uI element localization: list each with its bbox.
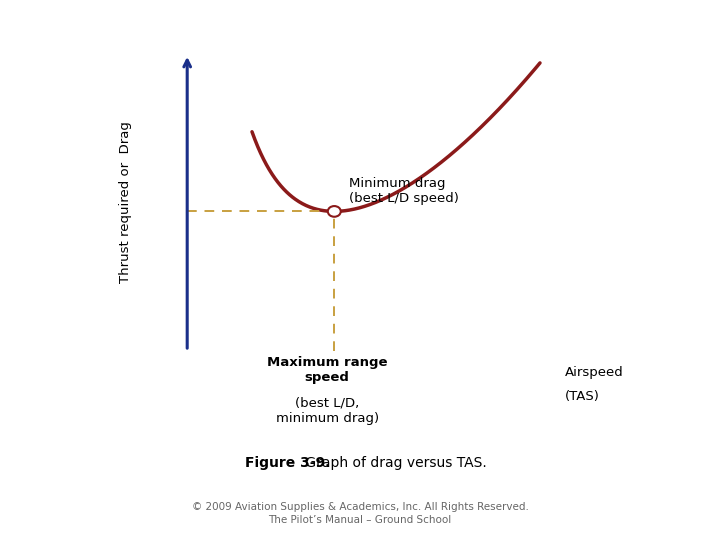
Text: (TAS): (TAS)	[565, 390, 600, 403]
Text: Minimum drag
(best L/D speed): Minimum drag (best L/D speed)	[348, 178, 459, 206]
Text: Maximum range
speed: Maximum range speed	[267, 356, 387, 384]
Text: (best L/D,
minimum drag): (best L/D, minimum drag)	[276, 397, 379, 425]
Text: Airspeed: Airspeed	[565, 366, 624, 379]
Text: Figure 3-9.: Figure 3-9.	[245, 456, 330, 470]
Text: © 2009 Aviation Supplies & Academics, Inc. All Rights Reserved.: © 2009 Aviation Supplies & Academics, In…	[192, 502, 528, 512]
Text: The Pilot’s Manual – Ground School: The Pilot’s Manual – Ground School	[269, 515, 451, 525]
Circle shape	[328, 206, 341, 217]
Text: Thrust required or  Drag: Thrust required or Drag	[120, 122, 132, 284]
Text: Graph of drag versus TAS.: Graph of drag versus TAS.	[301, 456, 487, 470]
